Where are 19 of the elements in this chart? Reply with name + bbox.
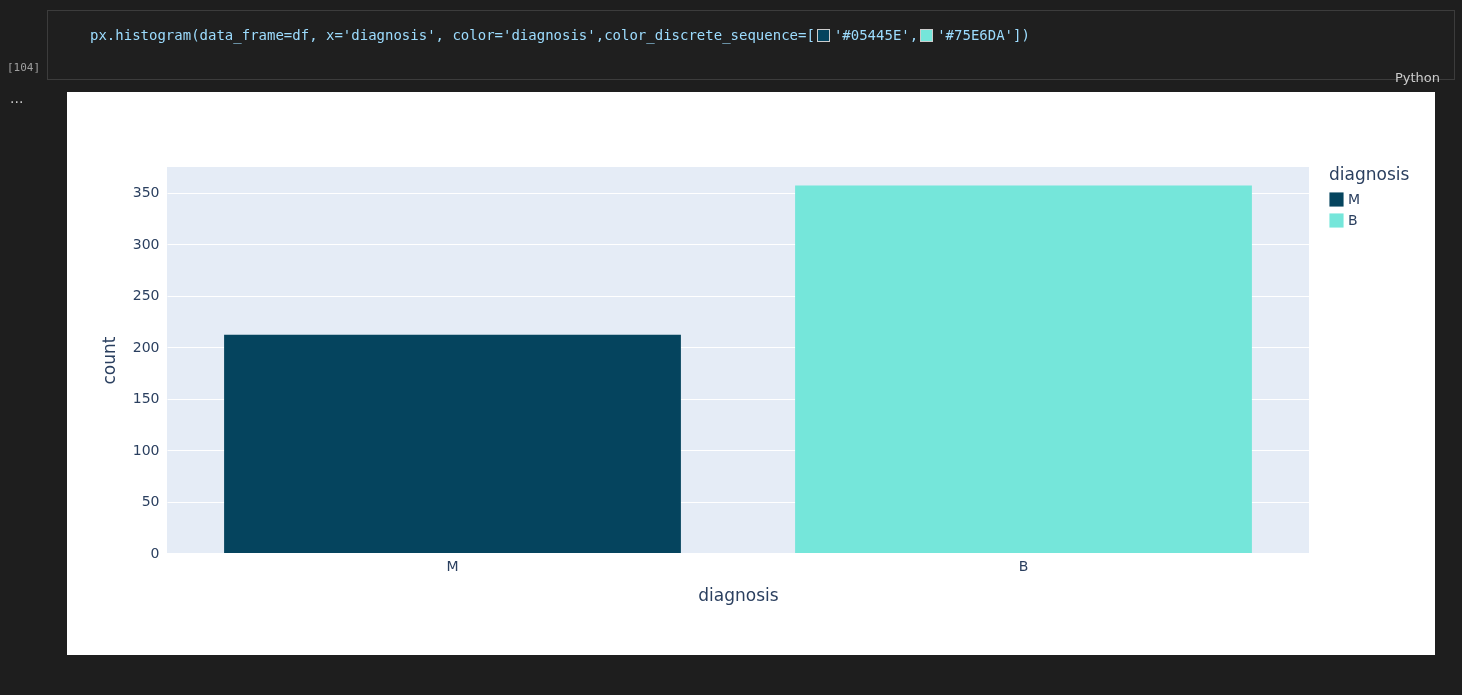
y-tick-label: 200 [132,338,160,355]
y-tick-label: 100 [132,441,160,458]
y-tick-label: 150 [132,390,160,407]
text: '#75E6DA']) [937,27,1030,43]
text: [104] [7,61,41,74]
y-tick-label: 250 [132,287,160,304]
y-tick-label: 300 [132,235,160,252]
legend-title: diagnosis [1329,164,1410,184]
x-axis-title: diagnosis [698,584,779,605]
y-tick-label: 50 [141,493,160,510]
y-tick-label: 350 [132,184,160,201]
text: px.histogram(data_frame=df, x='diagnosis', color='diagnosis',color_discrete_sequence=[ [90,27,815,43]
y-tick-label: 0 [150,544,160,561]
text: Python [1394,70,1440,85]
legend-label: M [1348,190,1361,207]
legend-label: B [1348,211,1358,228]
text: ... [10,90,24,106]
text: '#05445E', [833,27,919,43]
y-axis-title: count [98,336,119,385]
